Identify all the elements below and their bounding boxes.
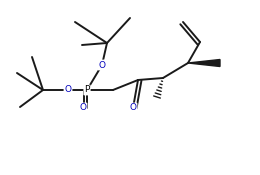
Text: O: O [64,86,72,95]
Text: P: P [84,86,90,95]
Polygon shape [188,60,220,66]
Text: O: O [129,103,136,113]
Text: O: O [99,61,106,69]
Text: O: O [80,103,87,113]
